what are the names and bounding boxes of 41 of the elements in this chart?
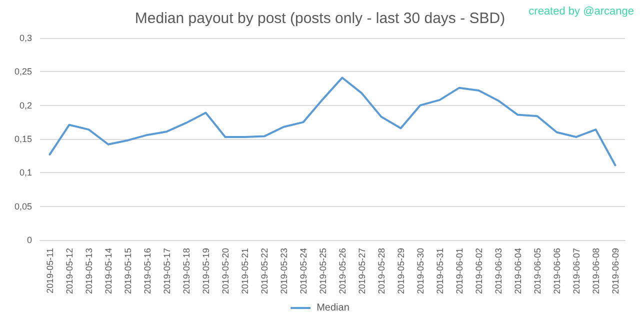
chart-title: Median payout by post (posts only - last 30 days - SBD): [134, 10, 506, 27]
x-tick-label: 2019-05-14: [103, 248, 114, 294]
x-tick-label: 2019-06-01: [454, 248, 464, 294]
x-tick-label: 2019-05-20: [220, 248, 230, 294]
x-tick-label: 2019-05-22: [259, 248, 270, 294]
x-tick-label: 2019-06-03: [493, 248, 504, 294]
x-tick-label: 2019-05-26: [337, 248, 348, 294]
x-tick-label: 2019-05-27: [356, 248, 367, 294]
x-tick-label: 2019-05-17: [162, 248, 172, 294]
text: created by @arcange: [528, 6, 634, 18]
y-tick-label: 0,15: [14, 134, 32, 144]
y-tick-label: 0,05: [14, 201, 32, 212]
x-tick-label: 2019-05-19: [200, 248, 211, 294]
x-tick-label: 2019-05-18: [181, 248, 192, 294]
x-tick-label: 2019-05-13: [84, 248, 94, 294]
y-tick-label: 0,1: [19, 168, 32, 178]
x-tick-label: 2019-05-12: [64, 248, 74, 294]
x-tick-label: 2019-06-06: [552, 248, 562, 294]
y-tick-label: 0,25: [14, 66, 32, 77]
y-tick-label: 0,3: [19, 33, 32, 43]
legend-label: Median: [316, 302, 350, 314]
x-tick-label: 2019-06-08: [590, 248, 601, 294]
x-tick-label: 2019-05-29: [396, 248, 406, 294]
line-series: [48, 76, 616, 166]
x-tick-label: 2019-05-24: [298, 248, 308, 294]
x-tick-label: 2019-05-15: [122, 248, 133, 294]
x-tick-label: 2019-05-23: [278, 248, 289, 294]
x-tick-label: 2019-05-21: [240, 248, 250, 294]
x-tick-label: 2019-06-05: [532, 248, 542, 294]
y-tick-label: 0,2: [19, 100, 32, 110]
x-tick-label: 2019-05-25: [318, 248, 328, 294]
x-tick-label: 2019-06-07: [571, 248, 582, 294]
x-tick-label: 2019-05-11: [44, 248, 55, 294]
x-tick-label: 2019-05-31: [434, 248, 445, 294]
x-tick-label: 2019-06-02: [474, 248, 484, 294]
y-tick-label: 0: [26, 235, 32, 245]
x-tick-label: 2019-05-16: [142, 248, 152, 294]
x-tick-label: 2019-05-28: [376, 248, 386, 294]
x-tick-label: 2019-06-04: [512, 248, 523, 294]
x-tick-label: 2019-06-09: [610, 248, 620, 294]
x-tick-label: 2019-05-30: [415, 248, 426, 294]
